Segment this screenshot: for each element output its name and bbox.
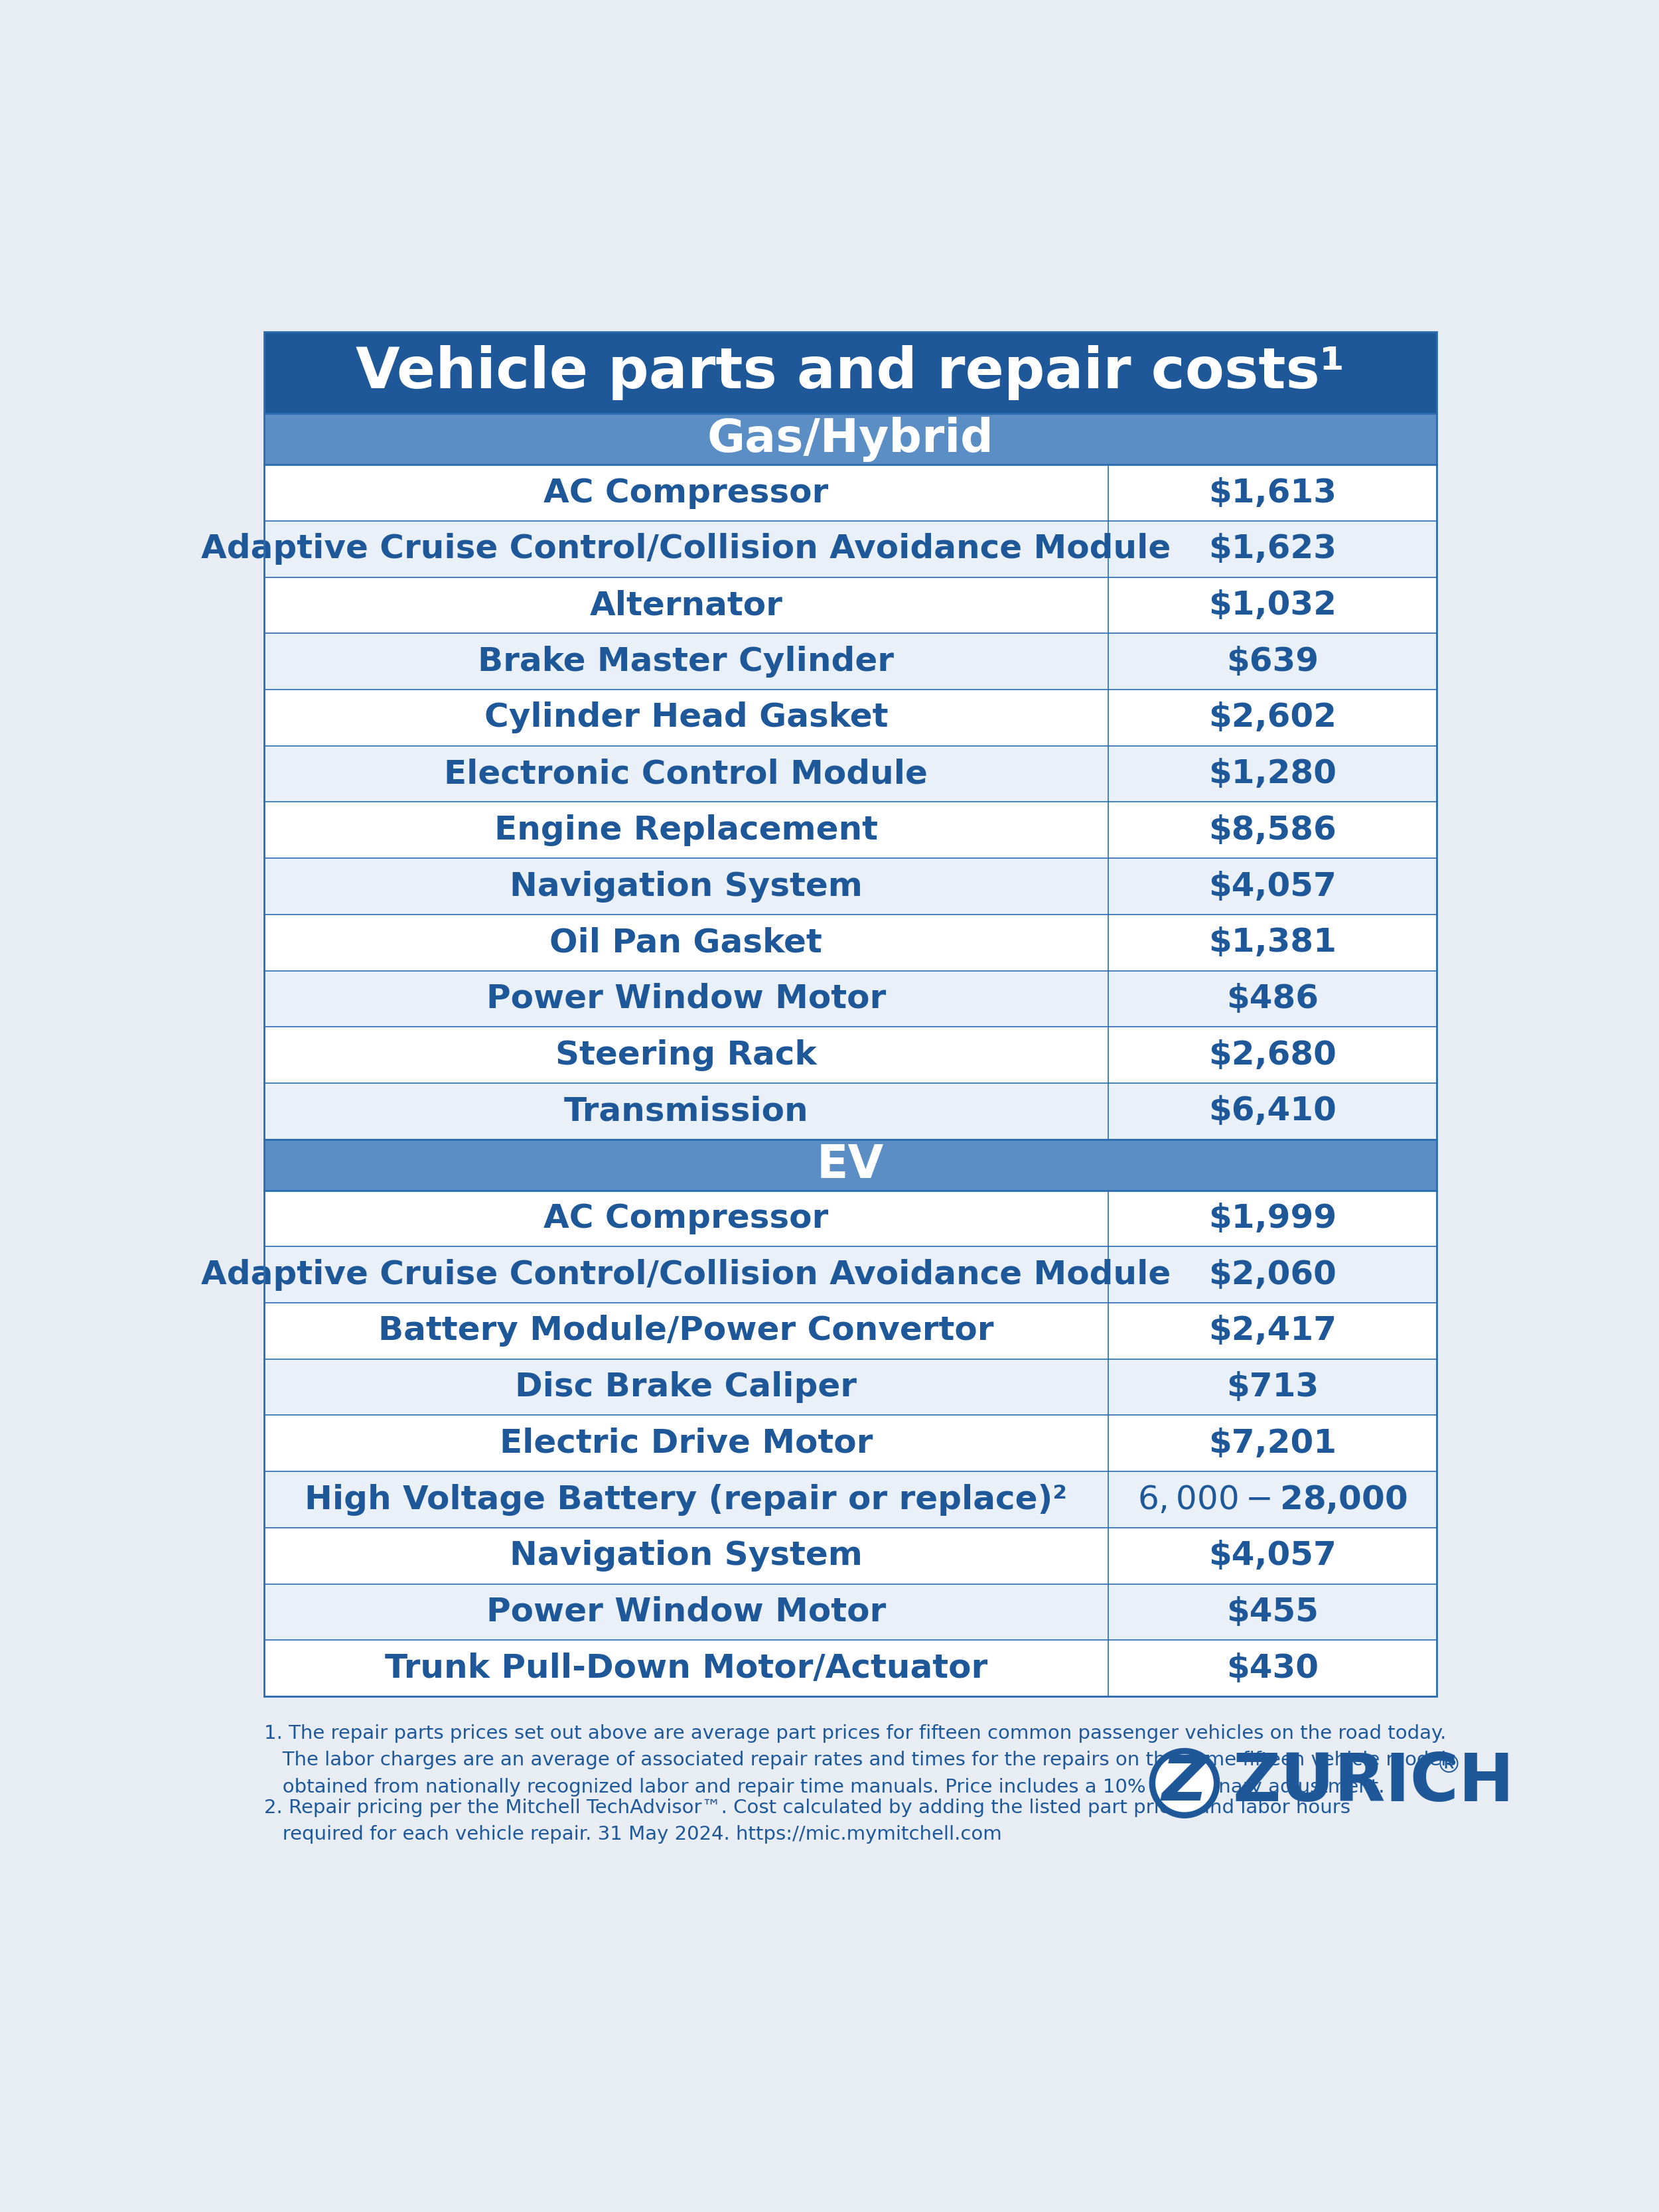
- Text: $2,060: $2,060: [1208, 1259, 1337, 1290]
- Bar: [264, 522, 1437, 577]
- Text: AC Compressor: AC Compressor: [544, 1203, 828, 1234]
- Bar: [264, 1084, 1437, 1139]
- Bar: [264, 745, 1437, 803]
- Circle shape: [1156, 1754, 1213, 1812]
- Bar: [264, 858, 1437, 914]
- Bar: [264, 803, 1437, 858]
- Bar: [264, 633, 1437, 690]
- Text: Gas/Hybrid: Gas/Hybrid: [707, 416, 994, 462]
- Text: $713: $713: [1226, 1371, 1319, 1402]
- Text: Power Window Motor: Power Window Motor: [486, 982, 886, 1015]
- Text: ZURICH: ZURICH: [1233, 1752, 1515, 1816]
- Text: Vehicle parts and repair costs¹: Vehicle parts and repair costs¹: [355, 345, 1345, 400]
- Text: Oil Pan Gasket: Oil Pan Gasket: [549, 927, 823, 958]
- Text: Navigation System: Navigation System: [509, 869, 863, 902]
- Text: $7,201: $7,201: [1208, 1427, 1337, 1460]
- Text: $455: $455: [1226, 1597, 1319, 1628]
- Bar: [264, 1303, 1437, 1358]
- Bar: [264, 332, 1437, 414]
- Bar: [264, 1528, 1437, 1584]
- Text: $2,602: $2,602: [1208, 701, 1337, 734]
- Text: $486: $486: [1226, 982, 1319, 1015]
- Bar: [264, 971, 1437, 1026]
- Bar: [264, 914, 1437, 971]
- Text: Adaptive Cruise Control/Collision Avoidance Module: Adaptive Cruise Control/Collision Avoida…: [201, 533, 1171, 564]
- Text: $4,057: $4,057: [1208, 1540, 1337, 1573]
- Text: High Voltage Battery (repair or replace)²: High Voltage Battery (repair or replace)…: [305, 1484, 1067, 1515]
- Text: $639: $639: [1226, 646, 1319, 677]
- Bar: [264, 1358, 1437, 1416]
- Text: Electronic Control Module: Electronic Control Module: [445, 759, 927, 790]
- Text: Engine Replacement: Engine Replacement: [494, 814, 878, 845]
- Bar: [264, 690, 1437, 745]
- Text: AC Compressor: AC Compressor: [544, 478, 828, 509]
- Text: Transmission: Transmission: [564, 1095, 808, 1128]
- Text: $4,057: $4,057: [1208, 869, 1337, 902]
- Text: ®: ®: [1435, 1752, 1462, 1778]
- Text: Disc Brake Caliper: Disc Brake Caliper: [516, 1371, 858, 1402]
- Bar: [264, 1026, 1437, 1084]
- Bar: [264, 332, 1437, 1697]
- Text: 2. Repair pricing per the Mitchell TechAdvisor™. Cost calculated by adding the l: 2. Repair pricing per the Mitchell TechA…: [264, 1798, 1350, 1845]
- Text: $6,000 - $28,000: $6,000 - $28,000: [1138, 1484, 1407, 1515]
- Bar: [264, 1471, 1437, 1528]
- Bar: [264, 1139, 1437, 1190]
- Text: $1,032: $1,032: [1208, 588, 1337, 622]
- Text: Adaptive Cruise Control/Collision Avoidance Module: Adaptive Cruise Control/Collision Avoida…: [201, 1259, 1171, 1290]
- Text: Trunk Pull-Down Motor/Actuator: Trunk Pull-Down Motor/Actuator: [385, 1652, 987, 1683]
- Text: $8,586: $8,586: [1208, 814, 1335, 845]
- Bar: [264, 1248, 1437, 1303]
- Text: $1,381: $1,381: [1208, 927, 1337, 958]
- Bar: [264, 577, 1437, 633]
- Text: $1,623: $1,623: [1208, 533, 1337, 564]
- Bar: [264, 1190, 1437, 1248]
- Bar: [264, 465, 1437, 522]
- Text: $1,613: $1,613: [1208, 478, 1337, 509]
- Text: Battery Module/Power Convertor: Battery Module/Power Convertor: [378, 1314, 994, 1347]
- Text: Z: Z: [1161, 1752, 1208, 1814]
- Text: $1,280: $1,280: [1208, 759, 1337, 790]
- Text: $430: $430: [1226, 1652, 1319, 1683]
- Bar: [264, 1639, 1437, 1697]
- Bar: [264, 414, 1437, 465]
- Text: 1. The repair parts prices set out above are average part prices for fifteen com: 1. The repair parts prices set out above…: [264, 1725, 1457, 1796]
- Circle shape: [1150, 1747, 1219, 1818]
- Bar: [264, 1416, 1437, 1471]
- Text: $6,410: $6,410: [1208, 1095, 1337, 1128]
- Text: $1,999: $1,999: [1208, 1203, 1337, 1234]
- Text: Cylinder Head Gasket: Cylinder Head Gasket: [484, 701, 888, 734]
- Text: $2,417: $2,417: [1208, 1314, 1337, 1347]
- Text: $2,680: $2,680: [1208, 1040, 1337, 1071]
- Text: Navigation System: Navigation System: [509, 1540, 863, 1573]
- Text: Power Window Motor: Power Window Motor: [486, 1597, 886, 1628]
- Bar: [264, 1584, 1437, 1639]
- Text: EV: EV: [816, 1144, 884, 1188]
- Text: Alternator: Alternator: [589, 588, 783, 622]
- Text: Electric Drive Motor: Electric Drive Motor: [499, 1427, 873, 1460]
- Text: Brake Master Cylinder: Brake Master Cylinder: [478, 646, 894, 677]
- Text: Steering Rack: Steering Rack: [556, 1040, 816, 1071]
